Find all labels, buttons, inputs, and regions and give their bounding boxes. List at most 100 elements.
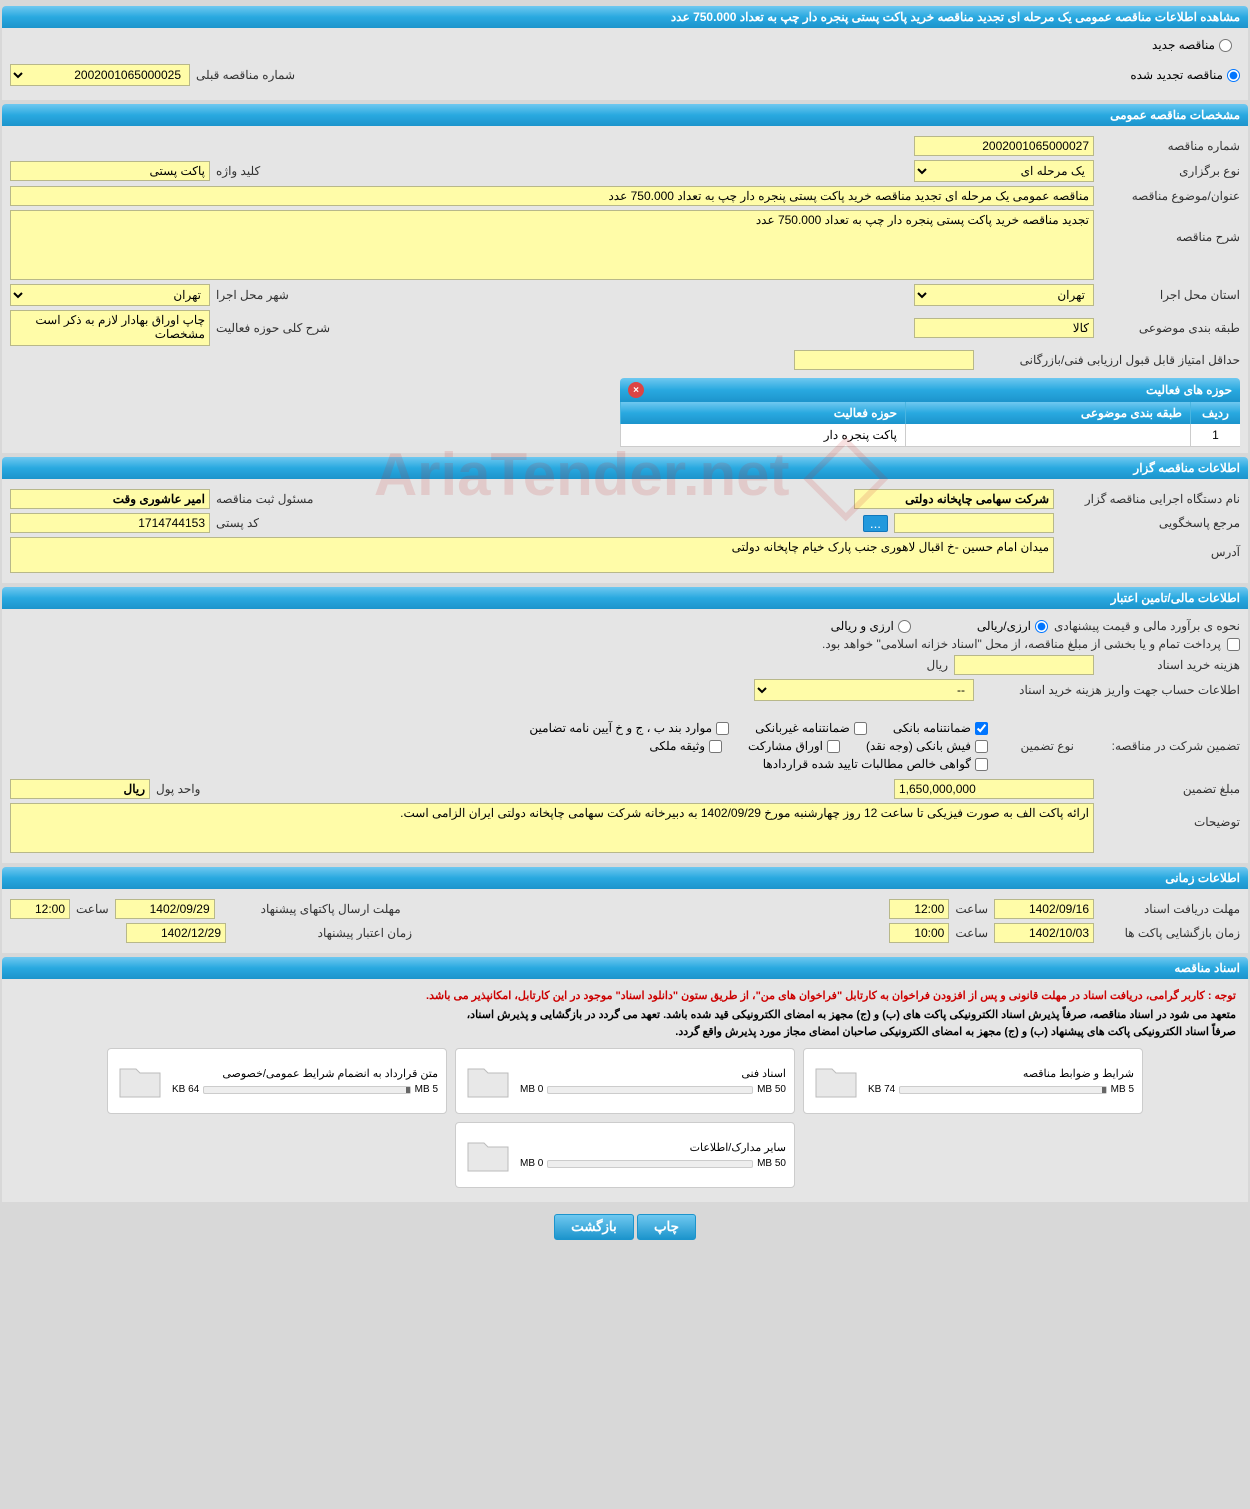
registrar-label: مسئول ثبت مناقصه: [216, 492, 313, 506]
activity-desc-textarea[interactable]: چاپ اوراق بهادار لازم به ذکر است مشخصات: [10, 310, 210, 346]
province-select[interactable]: تهران: [914, 284, 1094, 306]
section-general-body: شماره مناقصه نوع برگزاری یک مرحله ای کلی…: [2, 126, 1248, 453]
activity-areas-title: حوزه های فعالیت: [1146, 383, 1232, 397]
cb-receivables-cert[interactable]: گواهی خالص مطالبات تایید شده قراردادها: [763, 757, 988, 771]
print-button[interactable]: چاپ: [637, 1214, 696, 1240]
min-score-input[interactable]: [794, 350, 974, 370]
notes-textarea[interactable]: ارائه پاکت الف به صورت فیزیکی تا ساعت 12…: [10, 803, 1094, 853]
radio-arzi-va-riali[interactable]: ارزی و ریالی: [831, 619, 911, 633]
doc-receipt-time-input[interactable]: [889, 899, 949, 919]
notice-red: توجه : کاربر گرامی، دریافت اسناد در مهلت…: [10, 985, 1240, 1006]
doc-purchase-cost-input[interactable]: [954, 655, 1094, 675]
notes-label: توضیحات: [1100, 803, 1240, 829]
cb-bank-guarantee[interactable]: ضمانتنامه بانکی: [893, 721, 988, 735]
guarantee-amount-input[interactable]: [894, 779, 1094, 799]
table-cell-idx: 1: [1190, 424, 1240, 447]
section-general-header: مشخصات مناقصه عمومی: [2, 104, 1248, 126]
cb-nonbank-guarantee-input[interactable]: [854, 722, 867, 735]
payment-note-label: پرداخت تمام و یا بخشی از مبلغ مناقصه، از…: [822, 637, 1221, 651]
section-organizer-header: اطلاعات مناقصه گزار: [2, 457, 1248, 479]
address-textarea[interactable]: میدان امام حسین -خ اقبال لاهوری جنب پارک…: [10, 537, 1054, 573]
account-info-select[interactable]: --: [754, 679, 974, 701]
page-title-header: مشاهده اطلاعات مناقصه عمومی یک مرحله ای …: [2, 6, 1248, 28]
radio-arzi-va-riali-input[interactable]: [898, 620, 911, 633]
footer-buttons: چاپ بازگشت: [2, 1202, 1248, 1252]
radio-new-tender-input[interactable]: [1219, 39, 1232, 52]
doc-title: متن قرارداد به انضمام شرایط عمومی/خصوصی: [172, 1067, 438, 1080]
opening-time-input[interactable]: [889, 923, 949, 943]
cb-property-deposit-input[interactable]: [709, 740, 722, 753]
table-row: 1 پاکت پنجره دار: [620, 424, 1240, 447]
cb-participation-bonds-label: اوراق مشارکت: [748, 739, 823, 753]
radio-renewed-tender-input[interactable]: [1227, 69, 1240, 82]
cb-property-deposit[interactable]: وثیقه ملکی: [649, 739, 722, 753]
radio-new-tender[interactable]: مناقصه جدید: [1152, 38, 1232, 52]
validity-date-input[interactable]: [126, 923, 226, 943]
city-label: شهر محل اجرا: [216, 288, 289, 302]
doc-receipt-date-input[interactable]: [994, 899, 1094, 919]
notice-black-2: صرفاً اسناد الکترونیکی پاکت های پیشنهاد …: [10, 1023, 1240, 1040]
tender-number-input[interactable]: [914, 136, 1094, 156]
cb-nonbank-guarantee[interactable]: ضمانتنامه غیربانکی: [755, 721, 867, 735]
proposal-date-input[interactable]: [115, 899, 215, 919]
activity-areas-panel-header: حوزه های فعالیت ×: [620, 378, 1240, 402]
cb-cases-bpj[interactable]: موارد بند ب ، ج و خ آیین نامه تضامین: [529, 721, 729, 735]
exec-name-input[interactable]: [854, 489, 1054, 509]
proposal-deadline-label: مهلت ارسال پاکتهای پیشنهاد: [221, 902, 401, 916]
radio-renewed-tender[interactable]: مناقصه تجدید شده: [1130, 68, 1240, 82]
cb-nonbank-guarantee-label: ضمانتنامه غیربانکی: [755, 721, 850, 735]
postal-code-input[interactable]: [10, 513, 210, 533]
keyword-input[interactable]: [10, 161, 210, 181]
cb-participation-bonds[interactable]: اوراق مشارکت: [748, 739, 840, 753]
section-financial-body: نحوه ی برآورد مالی و قیمت پیشنهادی ارزی/…: [2, 609, 1248, 863]
time-label-2: ساعت: [76, 902, 109, 916]
holding-type-select[interactable]: یک مرحله ای: [914, 160, 1094, 182]
doc-card[interactable]: شرایط و ضوابط مناقصه 5 MB 74 KB: [803, 1048, 1143, 1114]
response-ref-lookup-button[interactable]: ...: [863, 515, 888, 532]
title-input[interactable]: [10, 186, 1094, 206]
section-timing-header: اطلاعات زمانی: [2, 867, 1248, 889]
progress-track: [547, 1160, 753, 1168]
cb-cases-bpj-input[interactable]: [716, 722, 729, 735]
activity-desc-label: شرح کلی حوزه فعالیت: [216, 321, 330, 335]
tender-number-label: شماره مناقصه: [1100, 139, 1240, 153]
guarantee-type-label: نوع تضمین: [994, 739, 1074, 753]
proposal-time-input[interactable]: [10, 899, 70, 919]
doc-total: 50 MB: [757, 1084, 786, 1095]
prev-number-select[interactable]: 2002001065000025: [10, 64, 190, 86]
section-timing-body: مهلت دریافت اسناد ساعت مهلت ارسال پاکتها…: [2, 889, 1248, 953]
currency-unit-input[interactable]: [10, 779, 150, 799]
doc-card[interactable]: سایر مدارک/اطلاعات 50 MB 0 MB: [455, 1122, 795, 1188]
cb-bank-receipt[interactable]: فیش بانکی (وجه نقد): [866, 739, 988, 753]
city-select[interactable]: تهران: [10, 284, 210, 306]
category-input[interactable]: [914, 318, 1094, 338]
radio-arzi-riali[interactable]: ارزی/ریالی: [977, 619, 1048, 633]
desc-textarea[interactable]: تجدید مناقصه خرید پاکت پستی پنجره دار چپ…: [10, 210, 1094, 280]
tender-type-section: مناقصه جدید مناقصه تجدید شده شماره مناقص…: [2, 28, 1248, 100]
doc-title: سایر مدارک/اطلاعات: [520, 1141, 786, 1154]
registrar-input[interactable]: [10, 489, 210, 509]
cb-bank-receipt-label: فیش بانکی (وجه نقد): [866, 739, 971, 753]
col-area-header: حوزه فعالیت: [620, 402, 905, 424]
back-button[interactable]: بازگشت: [554, 1214, 634, 1240]
cb-bank-guarantee-label: ضمانتنامه بانکی: [893, 721, 971, 735]
response-ref-input[interactable]: [894, 513, 1054, 533]
cb-receivables-cert-input[interactable]: [975, 758, 988, 771]
section-organizer-body: نام دستگاه اجرایی مناقصه گزار مسئول ثبت …: [2, 479, 1248, 583]
radio-renewed-tender-label: مناقصه تجدید شده: [1130, 68, 1223, 82]
doc-total: 50 MB: [757, 1158, 786, 1169]
radio-arzi-riali-input[interactable]: [1035, 620, 1048, 633]
guarantee-amount-label: مبلغ تضمین: [1100, 782, 1240, 796]
opening-date-input[interactable]: [994, 923, 1094, 943]
doc-used: 74 KB: [868, 1084, 895, 1095]
radio-new-tender-label: مناقصه جدید: [1152, 38, 1215, 52]
cb-participation-bonds-input[interactable]: [827, 740, 840, 753]
payment-note-checkbox[interactable]: [1227, 638, 1240, 651]
radio-arzi-va-riali-label: ارزی و ریالی: [831, 619, 894, 633]
doc-receipt-deadline-label: مهلت دریافت اسناد: [1100, 902, 1240, 916]
doc-card[interactable]: متن قرارداد به انضمام شرایط عمومی/خصوصی …: [107, 1048, 447, 1114]
cb-bank-guarantee-input[interactable]: [975, 722, 988, 735]
close-icon[interactable]: ×: [628, 382, 644, 398]
cb-bank-receipt-input[interactable]: [975, 740, 988, 753]
doc-card[interactable]: اسناد فنی 50 MB 0 MB: [455, 1048, 795, 1114]
